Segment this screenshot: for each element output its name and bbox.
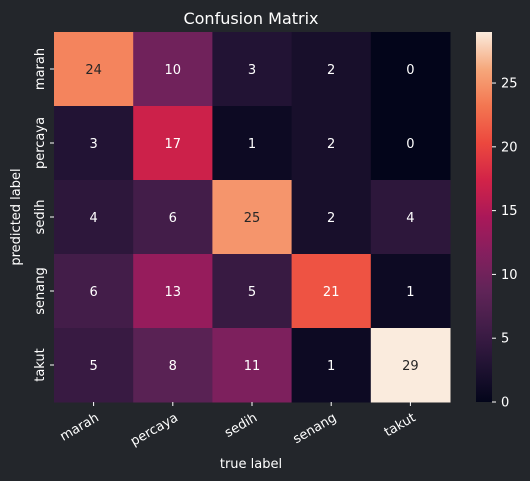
heatmap-cell bbox=[291, 180, 372, 255]
colorbar-tick-label: 20 bbox=[501, 140, 518, 155]
heatmap-cell bbox=[133, 32, 213, 107]
heatmap-cell bbox=[291, 328, 372, 403]
cell-value-label: 1 bbox=[327, 359, 335, 374]
cell-value-label: 29 bbox=[402, 359, 419, 374]
colorbar-tick-label: 10 bbox=[501, 268, 518, 283]
heatmap-cell bbox=[133, 106, 213, 181]
y-tick-label: percaya bbox=[33, 117, 48, 169]
cell-value-label: 2 bbox=[327, 63, 335, 78]
cell-value-label: 13 bbox=[165, 285, 182, 300]
y-tick-label: sedih bbox=[33, 200, 48, 235]
heatmap-cell bbox=[54, 32, 134, 107]
cell-value-label: 1 bbox=[248, 137, 256, 152]
heatmap-cell bbox=[291, 106, 372, 181]
colorbar-ticks: 0 5 10 15 20 25 bbox=[492, 77, 518, 411]
cell-value-label: 3 bbox=[89, 137, 97, 152]
colorbar-tick-label: 0 bbox=[501, 396, 509, 411]
cell-value-label: 4 bbox=[89, 211, 97, 226]
cell-value-label: 3 bbox=[248, 63, 256, 78]
colorbar bbox=[476, 32, 492, 402]
colorbar-tick-label: 25 bbox=[501, 77, 518, 92]
cell-value-label: 25 bbox=[244, 211, 261, 226]
heatmap-cell bbox=[212, 328, 293, 403]
heatmap-cell bbox=[54, 328, 134, 403]
chart-title: Confusion Matrix bbox=[183, 9, 318, 28]
cell-value-label: 6 bbox=[89, 285, 97, 300]
heatmap-cell bbox=[370, 254, 451, 329]
colorbar-tick-label: 5 bbox=[501, 332, 509, 347]
heatmap-cell bbox=[133, 180, 213, 255]
y-tick-label: takut bbox=[33, 348, 48, 382]
cell-value-label: 17 bbox=[165, 137, 182, 152]
y-axis-ticks: marah percaya sedih senang takut bbox=[33, 48, 54, 382]
x-tick-label: percaya bbox=[128, 410, 181, 449]
heatmap-cells: 24 10 3 2 03 17 1 2 04 6 25 2 46 13 5 21 15 8 11 1 29 bbox=[54, 32, 451, 403]
colorbar-tick-label: 15 bbox=[501, 204, 518, 219]
cell-value-label: 11 bbox=[244, 359, 261, 374]
x-tick-label: sedih bbox=[222, 410, 260, 440]
cell-value-label: 6 bbox=[169, 211, 177, 226]
cell-value-label: 1 bbox=[406, 285, 414, 300]
cell-value-label: 8 bbox=[169, 359, 177, 374]
x-axis-ticks: marah percaya sedih senang takut bbox=[58, 402, 419, 450]
y-tick-label: marah bbox=[33, 48, 48, 90]
heatmap-cell bbox=[291, 254, 372, 329]
heatmap-cell bbox=[212, 180, 293, 255]
heatmap-cell bbox=[370, 32, 451, 107]
heatmap-cell bbox=[212, 32, 293, 107]
cell-value-label: 21 bbox=[323, 285, 340, 300]
heatmap-cell bbox=[291, 32, 372, 107]
y-axis-label: predicted label bbox=[9, 168, 24, 265]
cell-value-label: 2 bbox=[327, 137, 335, 152]
cell-value-label: 0 bbox=[406, 63, 414, 78]
x-tick-label: takut bbox=[382, 410, 419, 440]
heatmap-cell bbox=[370, 328, 451, 403]
heatmap-cell bbox=[54, 180, 134, 255]
heatmap-cell bbox=[370, 106, 451, 181]
y-tick-label: senang bbox=[33, 267, 48, 314]
x-tick-label: senang bbox=[291, 410, 340, 447]
cell-value-label: 5 bbox=[248, 285, 256, 300]
cell-value-label: 4 bbox=[406, 211, 414, 226]
heatmap-cell bbox=[370, 180, 451, 255]
cell-value-label: 0 bbox=[406, 137, 414, 152]
cell-value-label: 2 bbox=[327, 211, 335, 226]
heatmap-cell bbox=[133, 254, 213, 329]
x-axis-label: true label bbox=[220, 457, 282, 472]
cell-value-label: 10 bbox=[165, 63, 182, 78]
heatmap-cell bbox=[212, 106, 293, 181]
cell-value-label: 5 bbox=[89, 359, 97, 374]
cell-value-label: 24 bbox=[85, 63, 102, 78]
heatmap-cell bbox=[133, 328, 213, 403]
x-tick-label: marah bbox=[58, 410, 102, 444]
heatmap-cell bbox=[54, 254, 134, 329]
heatmap-cell bbox=[212, 254, 293, 329]
heatmap-cell bbox=[54, 106, 134, 181]
